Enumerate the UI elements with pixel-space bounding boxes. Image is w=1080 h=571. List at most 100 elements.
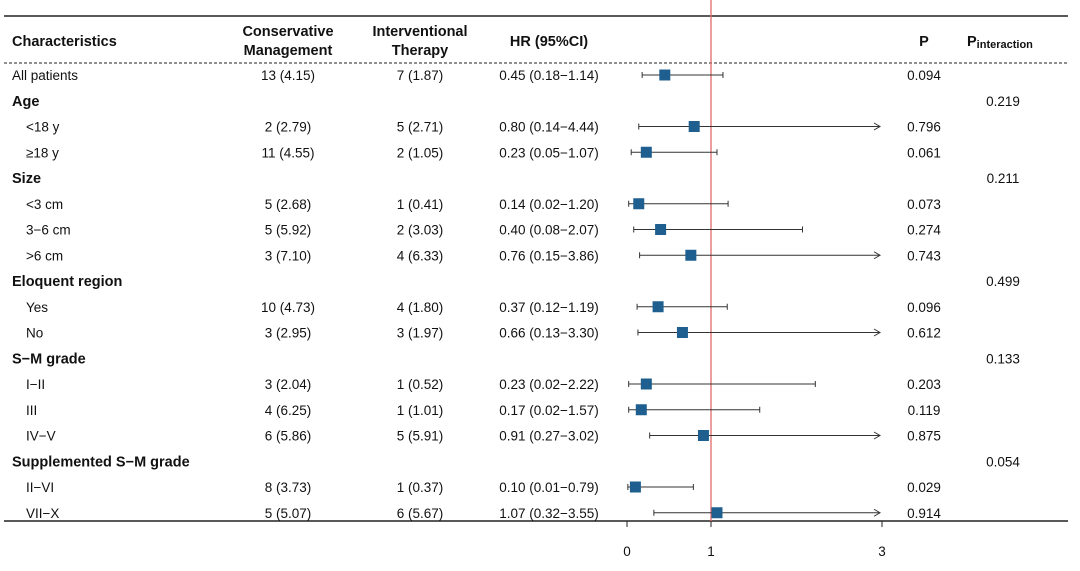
header-conservative-line2: Management — [244, 43, 333, 59]
interventional-value: 2 (3.03) — [397, 223, 444, 238]
header-characteristics: Characteristics — [12, 34, 117, 50]
hr-point-marker — [685, 249, 697, 261]
hr-point-marker — [640, 146, 652, 158]
conservative-value: 6 (5.86) — [265, 429, 312, 444]
interventional-value: 3 (1.97) — [397, 326, 444, 341]
group-label: Supplemented S−M grade — [12, 454, 190, 470]
interventional-value: 4 (6.33) — [397, 248, 444, 263]
x-tick-label: 1 — [707, 544, 715, 559]
conservative-value: 3 (2.95) — [265, 326, 312, 341]
group-label: Size — [12, 171, 41, 187]
row-label: II−VI — [26, 480, 54, 495]
plot-layer — [627, 0, 881, 522]
hr-ci-value: 0.66 (0.13−3.30) — [499, 326, 598, 341]
p-value: 0.119 — [908, 403, 941, 418]
p-interaction-value: 0.133 — [986, 351, 1020, 366]
rows-layer: All patients 13 (4.15) 7 (1.87) 0.45 (0.18−… — [12, 68, 1020, 521]
p-value: 0.096 — [907, 300, 941, 315]
p-value: 0.274 — [907, 223, 941, 238]
row-label: <18 y — [26, 120, 60, 135]
row-label: All patients — [12, 68, 78, 83]
interventional-value: 1 (0.41) — [397, 197, 444, 212]
row-label: IV−V — [26, 429, 56, 444]
interventional-value: 5 (2.71) — [397, 120, 444, 135]
conservative-value: 5 (5.92) — [265, 223, 312, 238]
conservative-value: 5 (2.68) — [265, 197, 312, 212]
p-value: 0.796 — [907, 120, 941, 135]
row-label: ≥18 y — [26, 145, 59, 160]
p-value: 0.743 — [907, 248, 941, 263]
hr-point-marker — [635, 404, 647, 416]
conservative-value: 10 (4.73) — [261, 300, 315, 315]
hr-ci-value: 0.23 (0.02−2.22) — [499, 377, 598, 392]
x-axis: 0 1 3 — [623, 521, 886, 559]
p-value: 0.612 — [907, 326, 941, 341]
ci-arrow — [873, 431, 881, 440]
hr-point-marker — [711, 507, 723, 519]
hr-ci-value: 0.80 (0.14−4.44) — [499, 120, 598, 135]
hr-ci-value: 0.91 (0.27−3.02) — [499, 429, 598, 444]
p-interaction-value: 0.054 — [986, 454, 1020, 469]
header-p-interaction-main: P — [967, 34, 977, 50]
conservative-value: 11 (4.55) — [261, 145, 314, 160]
row-label: III — [26, 403, 37, 418]
p-value: 0.875 — [907, 429, 941, 444]
header-interventional-line1: Interventional — [372, 24, 467, 40]
hr-point-marker — [655, 224, 667, 235]
hr-point-marker — [640, 378, 652, 390]
hr-point-marker — [697, 430, 709, 441]
hr-point-marker — [652, 301, 664, 313]
header-p: P — [919, 34, 929, 50]
row-label: 3−6 cm — [26, 223, 71, 238]
p-value: 0.061 — [907, 145, 941, 160]
group-label: S−M grade — [12, 351, 86, 367]
interventional-value: 1 (0.37) — [397, 480, 444, 495]
row-label: >6 cm — [26, 248, 63, 263]
hr-point-marker — [676, 327, 688, 338]
group-label: Eloquent region — [12, 274, 122, 290]
hr-ci-value: 0.40 (0.08−2.07) — [499, 223, 598, 238]
row-label: No — [26, 326, 43, 341]
header-conservative-line1: Conservative — [242, 24, 333, 40]
hr-ci-value: 0.17 (0.02−1.57) — [499, 403, 598, 418]
interventional-value: 6 (5.67) — [397, 506, 444, 521]
conservative-value: 4 (6.25) — [265, 403, 312, 418]
hr-ci-value: 0.14 (0.02−1.20) — [499, 197, 598, 212]
interventional-value: 4 (1.80) — [397, 300, 444, 315]
hr-ci-value: 0.45 (0.18−1.14) — [499, 68, 598, 83]
p-value: 0.914 — [907, 506, 941, 521]
interventional-value: 7 (1.87) — [397, 68, 444, 83]
p-interaction-value: 0.499 — [986, 274, 1020, 289]
p-interaction-value: 0.219 — [986, 94, 1020, 109]
x-tick-label: 0 — [623, 544, 631, 559]
interventional-value: 1 (0.52) — [397, 377, 444, 392]
ci-arrow — [873, 251, 881, 260]
p-value: 0.073 — [907, 197, 941, 212]
conservative-value: 3 (2.04) — [265, 377, 312, 392]
x-tick-label: 3 — [878, 544, 886, 559]
hr-ci-value: 0.10 (0.01−0.79) — [499, 480, 598, 495]
hr-point-marker — [633, 198, 645, 210]
row-label: Yes — [26, 300, 48, 315]
hr-point-marker — [688, 121, 700, 132]
hr-ci-value: 0.37 (0.12−1.19) — [499, 300, 598, 315]
ci-arrow — [873, 328, 881, 337]
hr-ci-value: 0.23 (0.05−1.07) — [499, 145, 598, 160]
conservative-value: 13 (4.15) — [261, 68, 315, 83]
row-label: <3 cm — [26, 197, 63, 212]
header-p-interaction-sub: interaction — [977, 39, 1034, 51]
group-label: Age — [12, 94, 39, 110]
conservative-value: 5 (5.07) — [265, 506, 312, 521]
header-hr: HR (95%CI) — [510, 34, 588, 50]
hr-point-marker — [629, 481, 641, 493]
p-value: 0.094 — [907, 68, 941, 83]
row-label: I−II — [26, 377, 45, 392]
interventional-value: 2 (1.05) — [397, 145, 444, 160]
p-value: 0.029 — [907, 480, 941, 495]
interventional-value: 1 (1.01) — [397, 403, 444, 418]
hr-ci-value: 1.07 (0.32−3.55) — [499, 506, 598, 521]
hr-ci-value: 0.76 (0.15−3.86) — [499, 248, 598, 263]
header-interventional-line2: Therapy — [392, 43, 448, 59]
conservative-value: 2 (2.79) — [265, 120, 312, 135]
